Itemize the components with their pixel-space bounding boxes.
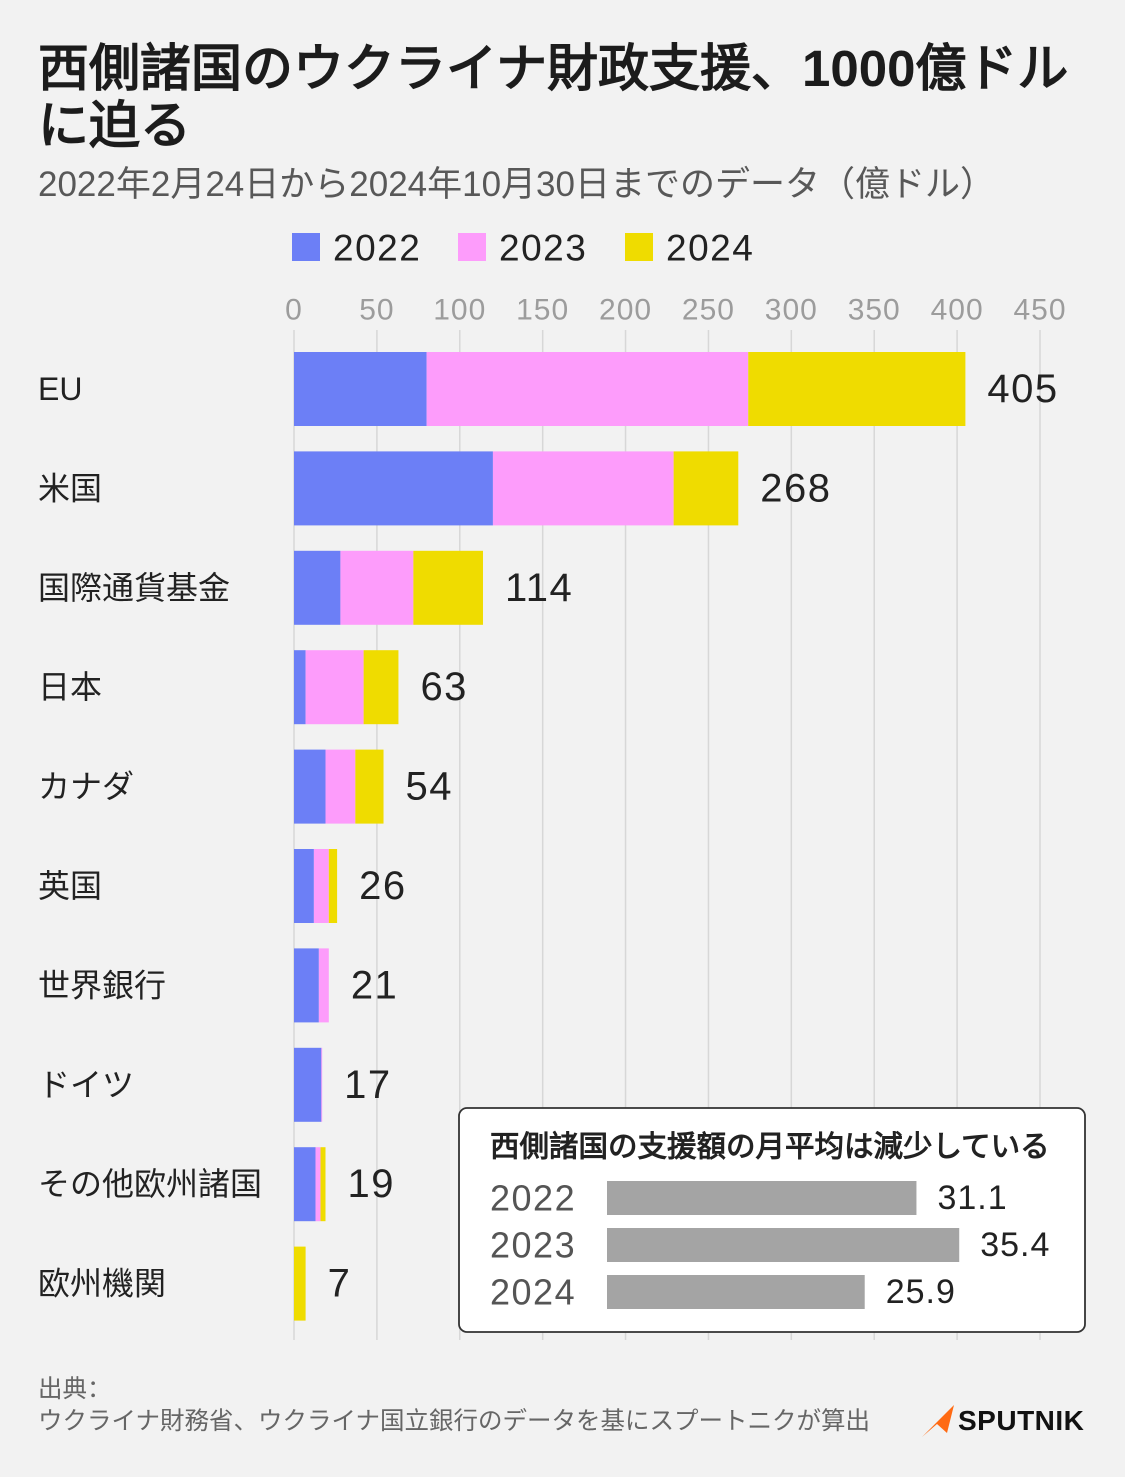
total-label: 7: [328, 1262, 352, 1306]
total-label: 21: [351, 963, 399, 1007]
bar-segment-0-2024: [748, 352, 966, 426]
inset-rows: 2022 31.1 2023 35.4 2024 25.9: [490, 1178, 1050, 1313]
monthly-average-chart: 西側諸国の支援額の月平均は減少している 2022 31.1 2023 35.4 2024…: [458, 1107, 1086, 1333]
x-tick-label: 300: [765, 294, 818, 327]
category-label: EU: [38, 371, 82, 407]
bar-segment-2-2022: [294, 550, 341, 625]
source-note: 出典： ウクライナ財務省、ウクライナ国立銀行のデータを基にスプートニクが算出: [38, 1374, 870, 1438]
total-label: 26: [359, 864, 407, 908]
inset-value-label: 35.4: [980, 1226, 1050, 1264]
category-label: 世界銀行: [38, 967, 166, 1003]
inset-year-label: 2024: [490, 1272, 576, 1313]
total-label: 19: [347, 1162, 395, 1206]
inset-bar-2023: [607, 1228, 960, 1262]
bar-segment-2-2023: [340, 550, 414, 625]
legend-swatch-2024: [625, 233, 653, 261]
inset-year-label: 2022: [490, 1178, 576, 1219]
bar-segment-7-2023: [321, 1047, 323, 1122]
x-tick-label: 150: [516, 294, 569, 327]
x-tick-label: 350: [848, 294, 901, 327]
bar-segment-8-2022: [294, 1147, 316, 1222]
legend-swatch-2023: [458, 233, 486, 261]
x-tick-label: 200: [599, 294, 652, 327]
inset-value-label: 25.9: [886, 1273, 956, 1311]
bar-segment-5-2023: [313, 849, 329, 923]
inset-year-label: 2023: [490, 1225, 576, 1266]
source-label: 出典：: [38, 1376, 112, 1403]
bar-segment-0-2023: [426, 352, 749, 426]
total-label: 17: [344, 1063, 392, 1107]
bar-segment-1-2024: [673, 451, 739, 526]
bar-segment-2-2024: [413, 550, 483, 625]
sputnik-logo-text: SPUTNIK: [958, 1405, 1085, 1436]
legend: 2022 2023 2024: [292, 228, 754, 269]
chart-title: 西側諸国のウクライナ財政支援、1000億ドルに迫る: [38, 40, 1069, 154]
bar-segment-8-2024: [320, 1147, 326, 1222]
bar-segment-8-2023: [315, 1147, 321, 1222]
bar-segment-7-2022: [294, 1047, 322, 1122]
inset-title: 西側諸国の支援額の月平均は減少している: [490, 1130, 1050, 1164]
bar-segment-4-2023: [325, 749, 356, 824]
x-tick-label: 400: [931, 294, 984, 327]
bar-segment-4-2022: [294, 749, 326, 824]
inset-bar-2022: [607, 1181, 917, 1215]
x-tick-label: 50: [359, 294, 394, 327]
bar-segment-0-2022: [294, 352, 427, 426]
sputnik-logo: SPUTNIK: [920, 1403, 1084, 1439]
category-label: 米国: [38, 470, 102, 506]
chart-subtitle: 2022年2月24日から2024年10月30日までのデータ（億ドル）: [38, 165, 995, 204]
legend-swatch-2022: [292, 233, 320, 261]
bar-segment-9-2024: [294, 1246, 306, 1321]
bar-segment-1-2023: [492, 451, 674, 526]
total-label: 114: [505, 566, 573, 610]
category-label: 日本: [38, 669, 102, 705]
category-label: 欧州機関: [38, 1266, 166, 1302]
bars: [294, 352, 966, 1321]
total-label: 63: [420, 665, 468, 709]
bar-segment-6-2022: [294, 948, 319, 1023]
category-label: 英国: [38, 868, 102, 904]
legend-label-2024: 2024: [666, 228, 754, 269]
x-tick-label: 450: [1013, 294, 1066, 327]
inset-value-label: 31.1: [937, 1179, 1007, 1217]
sputnik-logo-icon: [922, 1405, 954, 1437]
bar-segment-3-2023: [305, 650, 364, 725]
source-text: ウクライナ財務省、ウクライナ国立銀行のデータを基にスプートニクが算出: [38, 1408, 871, 1435]
total-label: 54: [406, 765, 454, 809]
bar-segment-3-2024: [363, 650, 399, 725]
x-tick-label: 100: [433, 294, 486, 327]
x-tick-label: 250: [682, 294, 735, 327]
legend-label-2022: 2022: [333, 228, 421, 269]
total-label: 405: [987, 367, 1058, 411]
bar-segment-1-2022: [294, 451, 493, 526]
bar-segment-5-2022: [294, 849, 314, 923]
bar-segment-6-2023: [318, 948, 329, 1023]
bar-segment-3-2022: [294, 650, 306, 725]
bar-segment-5-2024: [328, 849, 338, 923]
total-labels: 405 268 114 63 54 26 21 17 19 7: [328, 367, 1058, 1306]
category-label: 国際通貨基金: [38, 570, 230, 606]
total-label: 268: [760, 466, 831, 510]
x-tick-label: 0: [285, 294, 303, 327]
category-label: ドイツ: [38, 1067, 134, 1103]
inset-bar-2024: [607, 1275, 865, 1309]
category-label: その他欧州諸国: [38, 1166, 262, 1202]
bar-segment-4-2024: [355, 749, 384, 824]
x-axis-ticks: 0 50 100 150 200 250 300 350 400 450: [285, 294, 1066, 327]
legend-label-2023: 2023: [499, 228, 587, 269]
category-label: カナダ: [38, 769, 134, 805]
